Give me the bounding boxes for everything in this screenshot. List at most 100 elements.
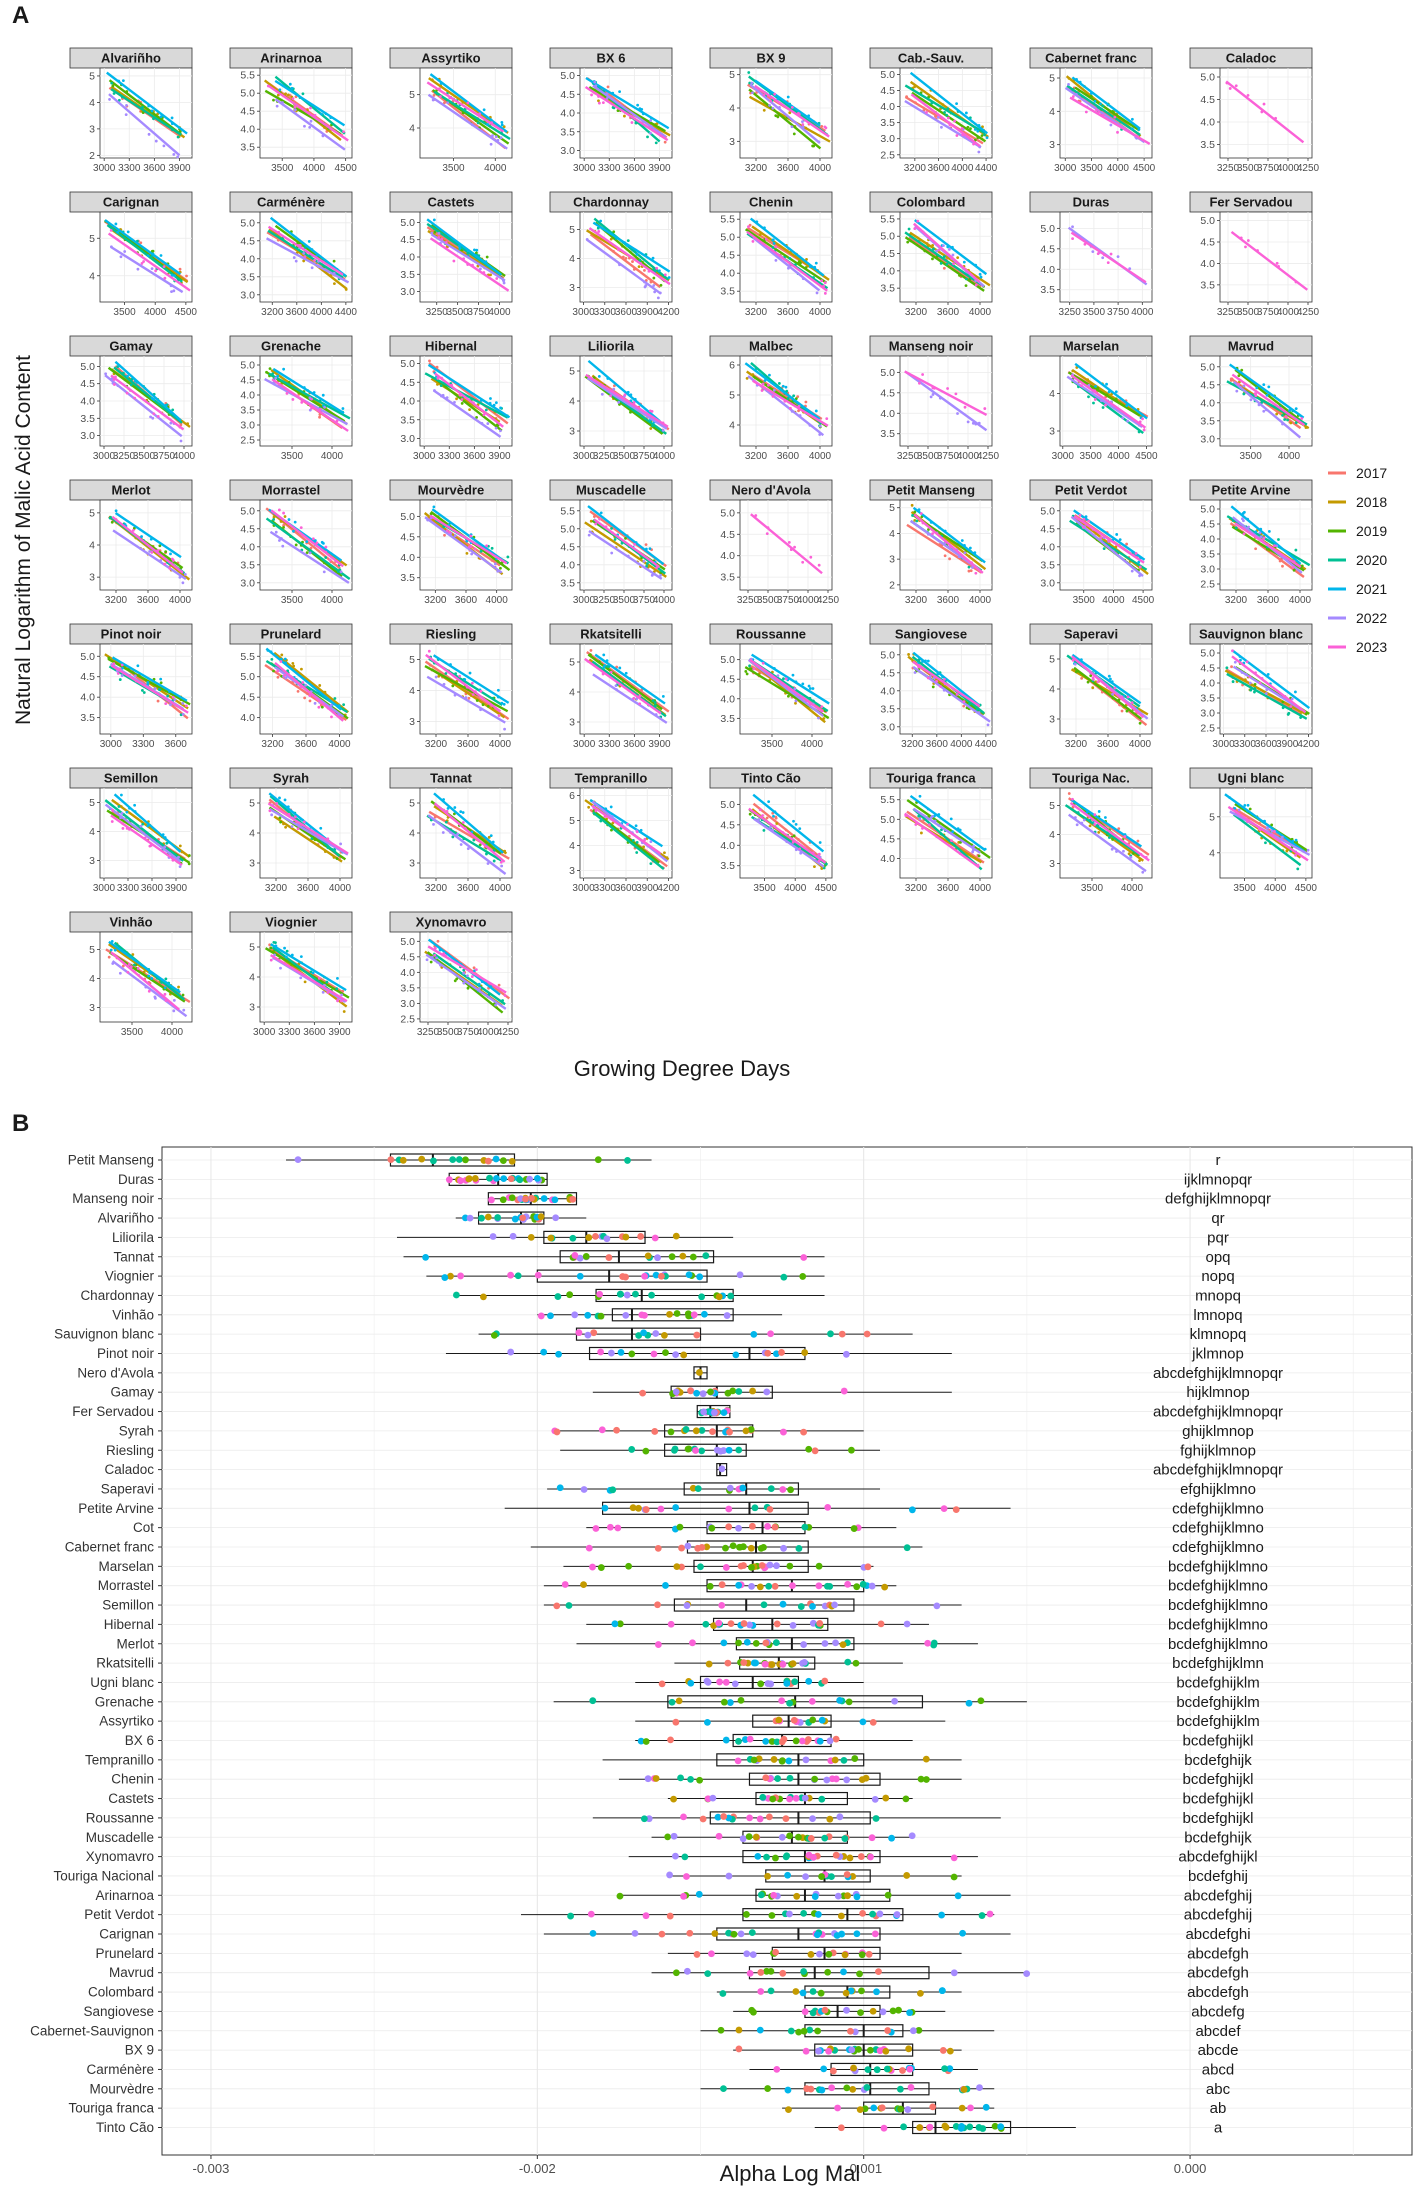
data-point: [479, 689, 483, 693]
data-point: [502, 281, 506, 285]
fit-line: [1234, 368, 1304, 424]
box-point: [507, 1271, 514, 1279]
fit-line: [904, 231, 982, 286]
data-point: [609, 237, 613, 241]
box-point: [908, 1506, 916, 1514]
data-point: [612, 387, 616, 391]
data-point: [798, 847, 802, 851]
x-tick-label: 3000: [573, 739, 596, 750]
data-point: [275, 104, 279, 108]
y-tick-label: 4.0: [400, 552, 415, 564]
fit-line: [114, 360, 182, 422]
facet-title: Assyrtiko: [421, 51, 480, 66]
x-tick-label: 3600: [615, 883, 638, 894]
y-tick-label: 4.5: [1200, 663, 1215, 675]
fit-line: [110, 88, 182, 136]
data-point: [125, 810, 129, 814]
data-point: [790, 125, 794, 129]
series-2022: [904, 370, 988, 432]
data-point: [590, 93, 593, 97]
data-point: [1258, 531, 1262, 535]
data-point: [489, 273, 492, 277]
x-tick-label: 3500: [613, 451, 636, 462]
data-point: [948, 557, 952, 561]
data-point: [164, 550, 168, 554]
data-point: [910, 503, 914, 507]
box-point: [672, 1504, 680, 1511]
y-tick-label: 4.0: [880, 408, 895, 420]
box-point: [667, 1428, 675, 1436]
data-point: [768, 373, 771, 377]
data-point: [1265, 393, 1269, 397]
fit-line: [1225, 80, 1305, 144]
facet-title: Pinot noir: [101, 627, 162, 642]
box-point: [594, 1156, 602, 1164]
y-tick-label: 2.5: [400, 1013, 415, 1025]
y-tick-label: 5: [1049, 73, 1055, 85]
data-point: [147, 132, 151, 136]
x-tick-label: 3600: [926, 739, 949, 750]
y-tick-label: 3: [569, 865, 575, 877]
y-tick-label: 3.5: [1200, 139, 1215, 151]
fit-line: [749, 217, 825, 277]
x-tick-label: 3600: [297, 883, 320, 894]
data-point: [146, 254, 150, 258]
x-tick-label: 4000: [303, 163, 326, 174]
data-point: [162, 265, 166, 269]
x-tick-label: 4000: [310, 307, 333, 318]
facet-title: Semillon: [104, 771, 158, 786]
y-tick-label: 4.5: [80, 378, 95, 390]
data-point: [291, 97, 295, 101]
series-2022: [432, 389, 502, 438]
facet-title: Muscadelle: [576, 483, 646, 498]
data-point: [1246, 239, 1250, 242]
data-point: [823, 125, 827, 129]
data-point: [1109, 252, 1113, 256]
data-point: [823, 291, 827, 295]
data-point: [1126, 419, 1130, 423]
data-point: [646, 135, 649, 139]
data-point: [918, 381, 921, 385]
data-point: [172, 289, 176, 293]
y-tick-label: 5: [89, 70, 95, 82]
y-tick-label: 5: [249, 798, 255, 810]
x-tick-label: 4000: [969, 307, 992, 318]
fit-line: [429, 237, 510, 292]
y-tick-label: 4: [409, 828, 415, 840]
data-point: [1130, 127, 1134, 131]
data-point: [150, 249, 154, 253]
box-point: [553, 1428, 561, 1436]
data-point: [617, 400, 621, 404]
data-point: [1067, 792, 1071, 795]
data-point: [455, 397, 458, 401]
y-tick-label: 3: [89, 1002, 95, 1014]
data-point: [1296, 867, 1300, 871]
data-point: [1291, 565, 1295, 569]
box-point: [622, 1233, 630, 1241]
y-tick-label: 6: [729, 360, 735, 372]
x-tick-label: 4500: [1132, 595, 1155, 606]
data-point: [642, 559, 646, 563]
data-point: [1281, 700, 1285, 704]
data-point: [291, 398, 295, 401]
data-point: [309, 119, 313, 123]
group-letter: abcdefghijklmnopqr: [1153, 1404, 1283, 1421]
data-point: [818, 424, 822, 428]
x-tick-label: 4000: [489, 883, 512, 894]
x-tick-label: 4500: [1295, 883, 1318, 894]
x-tick-label: 3000: [413, 451, 436, 462]
box-point: [767, 1330, 774, 1338]
x-tick-label: 3500: [1081, 883, 1104, 894]
data-point: [499, 429, 502, 433]
y-tick-label: 5.0: [1200, 215, 1215, 227]
data-point: [176, 155, 180, 159]
box-point: [779, 1486, 787, 1493]
box-point: [764, 1349, 772, 1357]
x-tick-label: 4500: [815, 883, 838, 894]
